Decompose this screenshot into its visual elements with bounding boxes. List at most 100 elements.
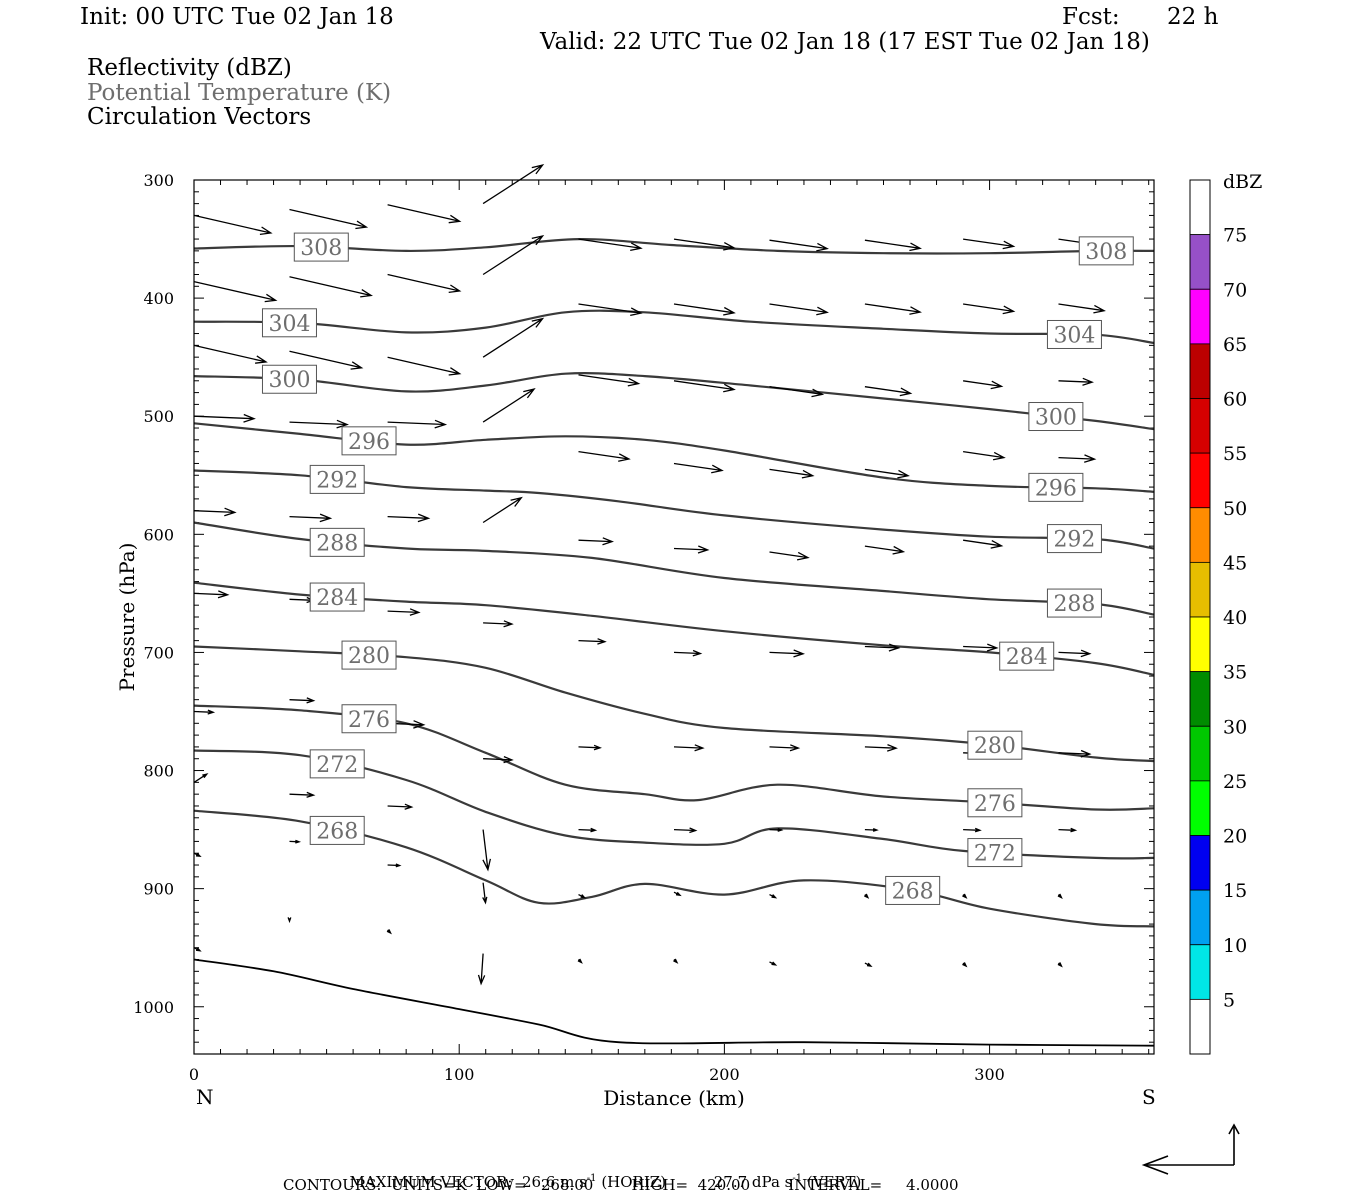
- colorbar-level: 70: [1223, 279, 1247, 301]
- max-vector-label: MAXIMUM VECTOR:: [349, 1173, 513, 1191]
- contour-label-box: [885, 875, 941, 905]
- circulation-vector: [673, 303, 736, 316]
- y-tick-label: 700: [143, 643, 174, 662]
- circulation-vector: [578, 827, 598, 833]
- contour-label-292: 292: [1053, 528, 1095, 553]
- colorbar-units: dBZ: [1223, 171, 1262, 193]
- x-tick-label: 0: [189, 1065, 199, 1084]
- circulation-vector: [578, 450, 631, 462]
- contour-label-box: [341, 704, 397, 734]
- colorbar-level: 60: [1223, 389, 1247, 411]
- y-tick-label: 900: [143, 880, 174, 899]
- vert-exponent: -1: [792, 1173, 803, 1184]
- circulation-vector: [1057, 962, 1063, 968]
- circulation-vector: [769, 468, 815, 479]
- circulation-vector: [193, 773, 209, 783]
- dbz-color-cell: [1189, 452, 1211, 509]
- circulation-vector: [193, 709, 216, 715]
- contour-label-box: [261, 308, 317, 338]
- contour-label-304: 304: [1053, 323, 1095, 348]
- colorbar-level: 55: [1223, 443, 1247, 465]
- north-label: N: [196, 1085, 214, 1109]
- contour-label-296: 296: [348, 430, 390, 455]
- circulation-vector: [769, 744, 801, 752]
- plot-frame: [193, 179, 1155, 1055]
- circulation-vector: [193, 413, 256, 423]
- contour-label-272: 272: [316, 753, 358, 778]
- colorbar-level: 10: [1223, 935, 1247, 957]
- circulation-vector: [289, 350, 364, 370]
- dbz-color-cell: [1189, 780, 1211, 836]
- circulation-vector: [864, 962, 873, 967]
- contour-label-300: 300: [268, 368, 310, 393]
- dbz-color-cell: [1189, 398, 1211, 454]
- circulation-vector: [673, 958, 679, 964]
- circulation-vector: [673, 649, 703, 657]
- circulation-vector: [1058, 649, 1092, 658]
- contour-label-box: [1046, 588, 1102, 618]
- contour-label-304: 304: [268, 312, 310, 337]
- circulation-vector: [193, 344, 268, 364]
- circulation-vector: [482, 882, 488, 905]
- circulation-vector: [289, 791, 316, 798]
- circulation-vector: [673, 238, 736, 251]
- contour-label-box: [261, 364, 317, 394]
- circulation-vector: [387, 608, 421, 616]
- circulation-vector: [482, 234, 545, 276]
- circulation-vector: [193, 280, 278, 303]
- y-tick-label: 600: [143, 525, 174, 544]
- theta-contour-304: [193, 309, 1155, 345]
- circulation-vector: [578, 537, 614, 546]
- dbz-color-cell: [1189, 998, 1211, 1055]
- circulation-vector: [963, 380, 1004, 390]
- dbz-color-cell: [1189, 725, 1211, 782]
- circulation-vector: [963, 643, 999, 652]
- circulation-vector: [483, 755, 514, 764]
- circulation-vector: [963, 450, 1006, 461]
- circulation-vector: [387, 863, 402, 868]
- contour-label-box: [967, 730, 1023, 760]
- contour-label-288: 288: [316, 531, 358, 556]
- circulation-vector: [963, 303, 1016, 315]
- y-tick-label: 1000: [133, 998, 174, 1017]
- circulation-vector: [673, 744, 705, 752]
- contour-label-box: [1046, 319, 1102, 349]
- dbz-color-cell: [1189, 179, 1211, 236]
- circulation-vector: [963, 539, 1004, 549]
- vert-value: 27.7 dPa s: [713, 1173, 793, 1191]
- circulation-vector: [578, 303, 643, 317]
- circulation-vector: [578, 894, 587, 899]
- circulation-vector: [1058, 377, 1094, 386]
- circulation-vector: [386, 929, 392, 935]
- contour-label-308: 308: [300, 236, 342, 261]
- contour-label-288: 288: [1053, 592, 1095, 617]
- circulation-vector: [387, 204, 462, 224]
- circulation-vector: [193, 507, 237, 517]
- vector-layer: [193, 164, 1109, 986]
- circulation-vector: [289, 276, 373, 298]
- x-axis-label: Distance (km): [603, 1086, 745, 1110]
- circulation-vector: [193, 590, 230, 599]
- contour-label-268: 268: [892, 879, 934, 904]
- circulation-vector: [482, 317, 545, 358]
- y-tick-label: 500: [143, 407, 174, 426]
- contour-label-box: [1028, 402, 1084, 432]
- circulation-vector: [864, 239, 922, 252]
- contour-label-300: 300: [1035, 406, 1077, 431]
- contour-label-308: 308: [1085, 240, 1127, 265]
- circulation-vector: [864, 643, 901, 652]
- y-tick-label: 400: [143, 289, 174, 308]
- dbz-color-cell: [1189, 343, 1211, 399]
- circulation-vector: [769, 827, 784, 832]
- circulation-vector: [387, 513, 431, 523]
- circulation-vector: [482, 388, 536, 423]
- circulation-vector: [289, 697, 316, 704]
- vert-tag: (VERT): [806, 1173, 862, 1191]
- circulation-vector: [578, 238, 643, 252]
- circulation-vector: [963, 827, 982, 833]
- circulation-vector: [769, 303, 829, 316]
- circulation-vector: [482, 496, 523, 524]
- colorbar-level: 20: [1223, 826, 1247, 848]
- init-time: Init: 00 UTC Tue 02 Jan 18: [80, 4, 394, 30]
- contour-label-layer: 308 308 304 304 300 300 296 296 292 292 288 288 284 2…: [261, 232, 1134, 905]
